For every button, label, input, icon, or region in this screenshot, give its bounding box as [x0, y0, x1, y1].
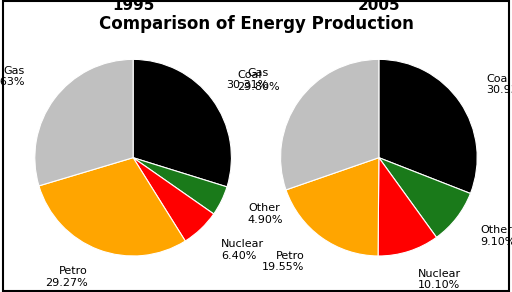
Text: Gas
30.31%: Gas 30.31% — [226, 68, 268, 90]
Wedge shape — [281, 59, 379, 190]
Text: Petro
29.27%: Petro 29.27% — [45, 267, 88, 288]
Wedge shape — [378, 158, 437, 256]
Wedge shape — [39, 158, 185, 256]
Wedge shape — [35, 59, 133, 186]
Wedge shape — [133, 59, 231, 187]
Text: Coal
30.93%: Coal 30.93% — [486, 74, 512, 95]
Text: Petro
19.55%: Petro 19.55% — [262, 251, 304, 272]
Text: Nuclear
10.10%: Nuclear 10.10% — [418, 269, 461, 290]
Text: Gas
29.63%: Gas 29.63% — [0, 66, 24, 88]
Text: Coal
29.80%: Coal 29.80% — [238, 70, 280, 92]
Text: Other
9.10%: Other 9.10% — [480, 225, 512, 247]
Wedge shape — [379, 59, 477, 194]
Wedge shape — [133, 158, 214, 241]
Wedge shape — [133, 158, 227, 214]
Title: 2005: 2005 — [357, 0, 400, 13]
Wedge shape — [379, 158, 471, 237]
Title: 1995: 1995 — [112, 0, 154, 13]
Text: Nuclear
6.40%: Nuclear 6.40% — [221, 239, 264, 261]
Text: Comparison of Energy Production: Comparison of Energy Production — [99, 15, 413, 33]
Wedge shape — [286, 158, 379, 256]
Text: Other
4.90%: Other 4.90% — [248, 203, 283, 225]
